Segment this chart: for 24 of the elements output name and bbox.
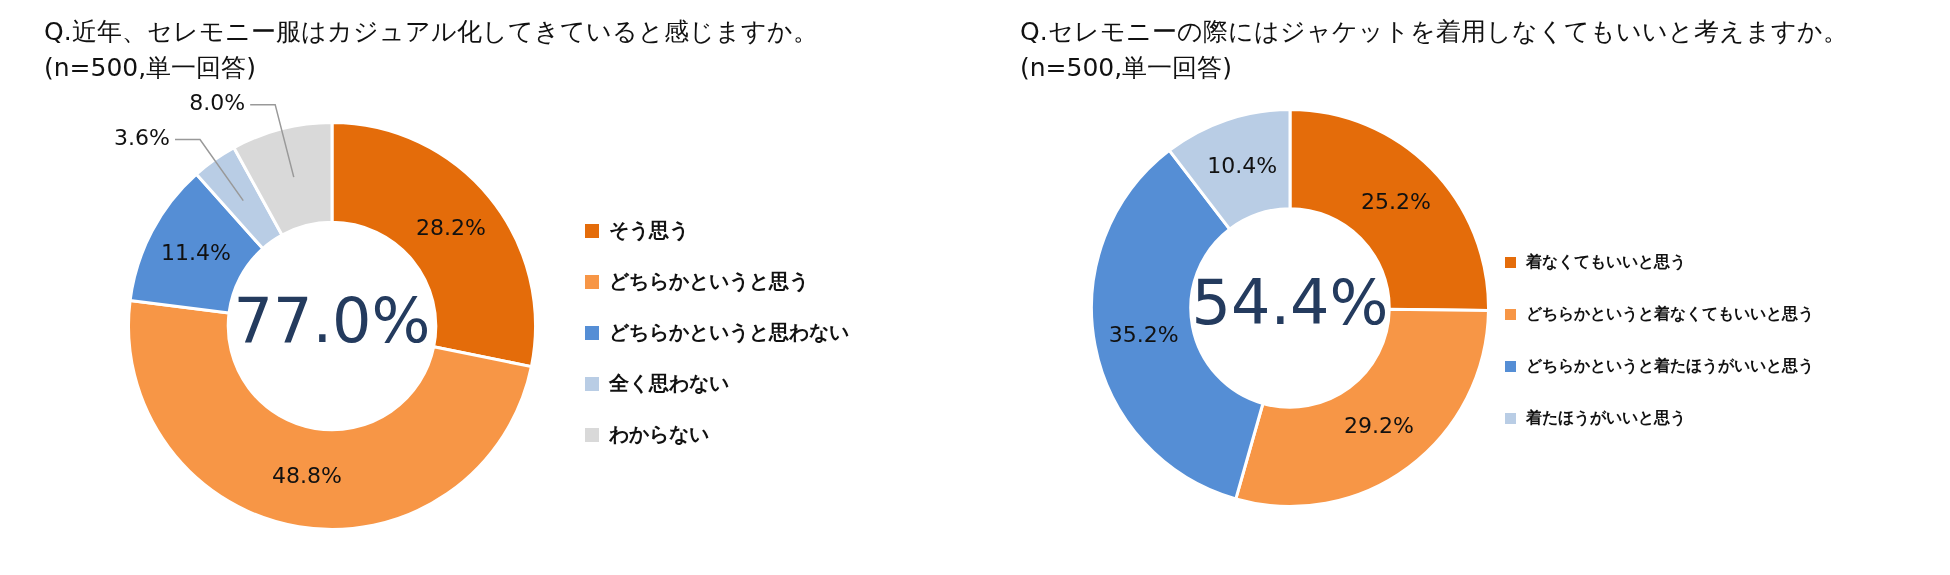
legend-label: 着たほうがいいと思う [1526,407,1686,429]
chart-title: Q.近年、セレモニー服はカジュアル化してきていると感じますか。 [44,16,818,48]
chart-title: Q.セレモニーの際にはジャケットを着用しなくてもいいと考えますか。 [1020,16,1848,48]
legend-label: どちらかというと思う [609,268,809,295]
text: 77.0% [233,284,431,358]
legend-label: 全く思わない [609,370,729,397]
data-label: 3.6% [114,125,171,151]
data-label: 29.2% [1344,413,1414,439]
data-label: 48.8% [272,463,342,489]
data-label: 35.2% [1108,321,1179,347]
legend-label: どちらかというと着なくてもいいと思う [1526,303,1814,325]
legend-label: 着なくてもいいと思う [1526,251,1686,273]
data-label: 11.4% [161,240,231,266]
legend-label: どちらかというと着たほうがいいと思う [1526,355,1814,377]
data-label: 28.2% [416,214,486,240]
data-label: 25.2% [1360,189,1431,215]
data-label: 8.0% [189,90,246,116]
legend-label: わからない [609,421,709,448]
legend-label: どちらかというと思わない [609,319,849,346]
data-label: 10.4% [1207,152,1278,178]
text: 54.4% [1191,266,1389,340]
chart-subtitle: (n=500,単一回答) [1020,52,1233,84]
legend-label: そう思う [609,217,689,244]
chart-subtitle: (n=500,単一回答) [44,52,257,84]
